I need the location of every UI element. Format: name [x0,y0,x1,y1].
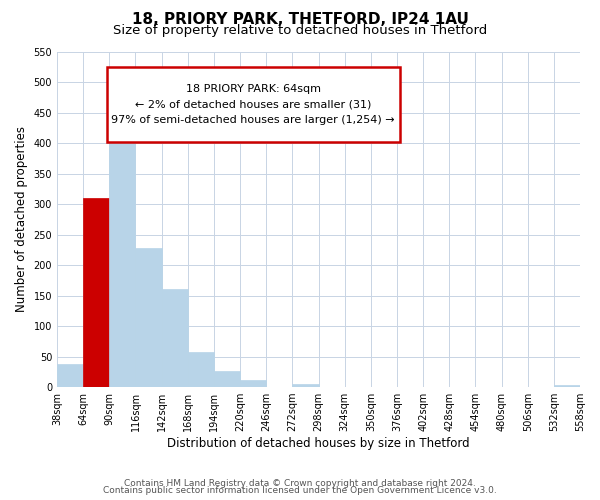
Bar [109,108,136,387]
Bar [292,384,319,387]
Bar [214,371,240,387]
Text: 18, PRIORY PARK, THETFORD, IP24 1AU: 18, PRIORY PARK, THETFORD, IP24 1AU [131,12,469,28]
Y-axis label: Number of detached properties: Number of detached properties [15,126,28,312]
Bar [188,352,214,387]
Bar [240,380,266,387]
FancyBboxPatch shape [107,66,400,142]
Bar [83,198,109,387]
Bar [161,290,188,387]
Text: Contains public sector information licensed under the Open Government Licence v3: Contains public sector information licen… [103,486,497,495]
Text: Size of property relative to detached houses in Thetford: Size of property relative to detached ho… [113,24,487,37]
Bar [554,386,580,387]
X-axis label: Distribution of detached houses by size in Thetford: Distribution of detached houses by size … [167,437,470,450]
Text: Contains HM Land Registry data © Crown copyright and database right 2024.: Contains HM Land Registry data © Crown c… [124,478,476,488]
Bar [136,248,161,387]
Bar [57,364,83,387]
Text: 18 PRIORY PARK: 64sqm
← 2% of detached houses are smaller (31)
97% of semi-detac: 18 PRIORY PARK: 64sqm ← 2% of detached h… [112,84,395,125]
